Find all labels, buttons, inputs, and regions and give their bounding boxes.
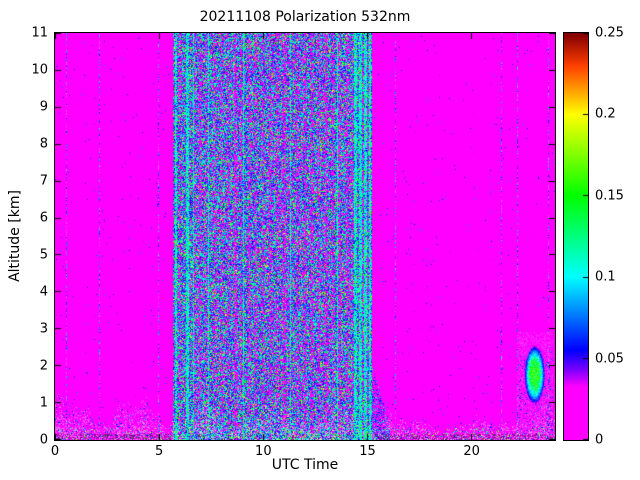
- x-axis-label: UTC Time: [271, 457, 339, 473]
- chart-title: 20211108 Polarization 532nm: [199, 9, 411, 25]
- x-tick-label: 15: [359, 444, 376, 459]
- y-tick-label: 6: [39, 210, 48, 226]
- colorbar-tick-label: 0.05: [595, 351, 624, 367]
- x-tick-label: 10: [255, 444, 272, 459]
- y-tick-label: 3: [39, 321, 48, 337]
- y-tick-label: 4: [39, 284, 48, 300]
- colorbar: [563, 32, 589, 441]
- heatmap-canvas: [54, 32, 556, 441]
- y-tick-label: 11: [31, 25, 48, 41]
- colorbar-tick-label: 0: [595, 432, 604, 448]
- y-tick-label: 2: [39, 358, 48, 374]
- colorbar-tick-label: 0.2: [595, 106, 616, 122]
- y-tick-label: 1: [39, 395, 48, 411]
- y-axis-label: Altitude [km]: [7, 190, 23, 282]
- y-tick-label: 0: [39, 432, 48, 448]
- y-tick-label: 10: [31, 62, 48, 78]
- x-tick-label: 5: [155, 444, 164, 459]
- x-tick-label: 20: [463, 444, 480, 459]
- y-tick-label: 9: [39, 99, 48, 115]
- y-tick-label: 8: [39, 136, 48, 152]
- y-tick-label: 5: [39, 247, 48, 263]
- y-tick-label: 7: [39, 173, 48, 189]
- colorbar-tick-label: 0.1: [595, 269, 616, 285]
- colorbar-tick-label: 0.15: [595, 188, 624, 204]
- x-tick-label: 0: [50, 444, 60, 459]
- colorbar-tick-label: 0.25: [595, 25, 624, 41]
